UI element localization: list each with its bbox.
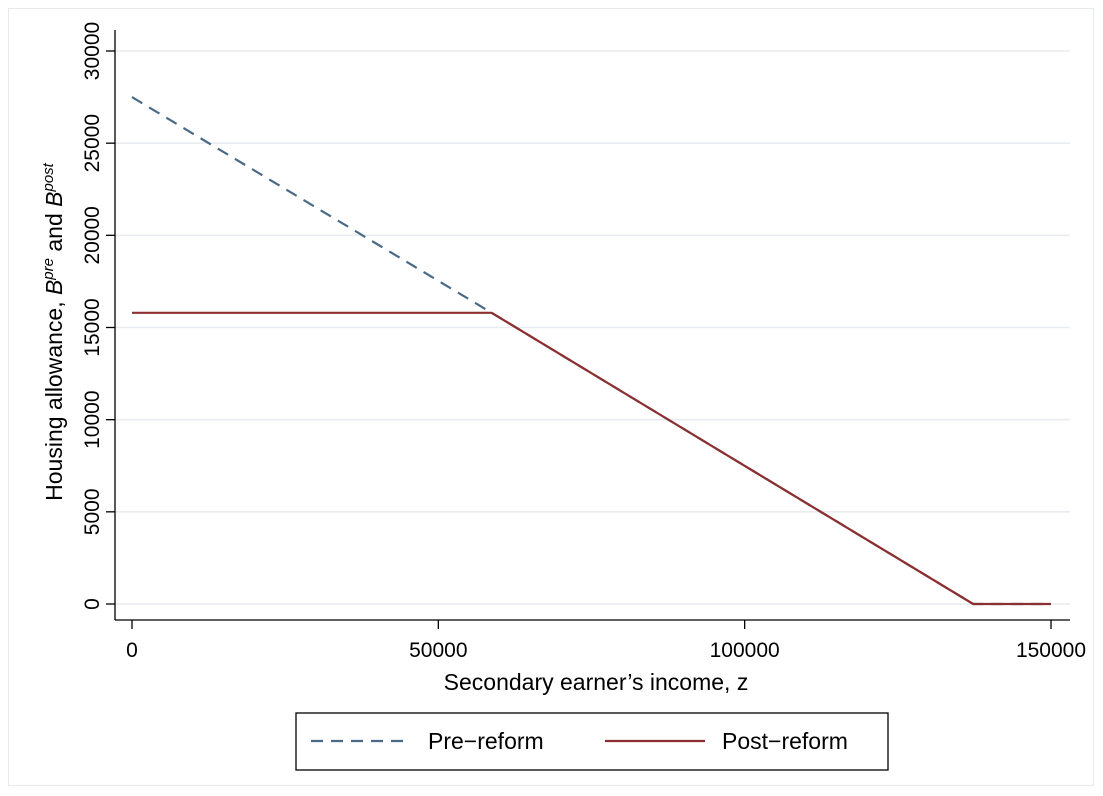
y-tick-label-1: 5000 [81,488,104,535]
y-axis-title: Housing allowance, Bpre and Bpost [40,162,67,501]
legend-label-post-reform: Post−reform [722,728,848,754]
series-lines [131,96,1051,606]
series-line-pre-reform [131,96,1051,606]
y-tick-label-4: 20000 [81,206,104,264]
chart-frame [8,8,1094,786]
legend-label-pre-reform: Pre−reform [428,728,544,754]
gridlines [115,50,1070,605]
y-tick-label-3: 15000 [81,298,104,356]
x-tick-label-2: 100000 [710,639,780,662]
legend: Pre−reform Post−reform [295,712,889,771]
y-tick-label-2: 10000 [81,390,104,448]
x-tick-label-3: 150000 [1016,639,1086,662]
y-tick-label-0: 0 [81,598,104,610]
y-tick-label-6: 30000 [81,22,104,80]
axes: 0 5000 10000 15000 20000 25000 30000 0 50000 1000… [81,22,1086,662]
y-tick-label-5: 25000 [81,114,104,172]
series-line-post-reform [132,311,1051,606]
x-tick-label-1: 50000 [409,639,467,662]
x-tick-label-0: 0 [126,639,138,662]
x-axis-title: Secondary earner’s income, z [444,669,749,695]
